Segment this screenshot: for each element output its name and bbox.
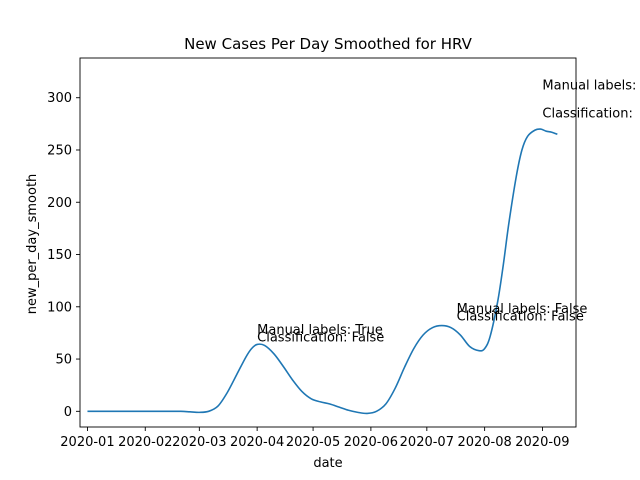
y-tick-label-4: 200 (47, 196, 72, 211)
annotation-0: Manual labels: True (257, 323, 383, 338)
axes: 2020-01 2020-02 2020-03 2020-04 2020-05 2020-… (47, 57, 577, 450)
annotation-3: Classification: False (457, 309, 584, 324)
x-tick-label-6: 2020-07 (400, 435, 454, 450)
annotation-4: Manual labels: (542, 78, 636, 93)
chart-title: New Cases Per Day Smoothed for HRV (184, 35, 473, 53)
x-tick-label-1: 2020-02 (118, 435, 172, 450)
y-tick-label-3: 150 (47, 248, 72, 263)
annotation-1: Classification: False (257, 330, 384, 345)
y-tick-label-2: 100 (47, 300, 72, 315)
axes-frame (79, 57, 577, 428)
x-tick-label-4: 2020-05 (286, 435, 340, 450)
annotation-5: Classification: (542, 107, 632, 122)
x-tick-label-3: 2020-04 (230, 435, 284, 450)
x-tick-label-0: 2020-01 (60, 435, 114, 450)
annotation-2: Manual labels: False (457, 302, 588, 317)
y-tick-label-0: 0 (64, 405, 72, 420)
y-axis-label: new_per_day_smooth (25, 174, 40, 315)
y-tick-label-1: 50 (55, 353, 72, 368)
x-tick-label-8: 2020-09 (515, 435, 569, 450)
y-tick-label-5: 250 (47, 143, 72, 158)
x-tick-label-5: 2020-06 (344, 435, 398, 450)
y-tick-label-6: 300 (47, 91, 72, 106)
x-tick-label-2: 2020-03 (172, 435, 226, 450)
series-line-0 (87, 128, 558, 415)
x-axis-label: date (313, 456, 342, 471)
x-tick-label-7: 2020-08 (457, 435, 511, 450)
